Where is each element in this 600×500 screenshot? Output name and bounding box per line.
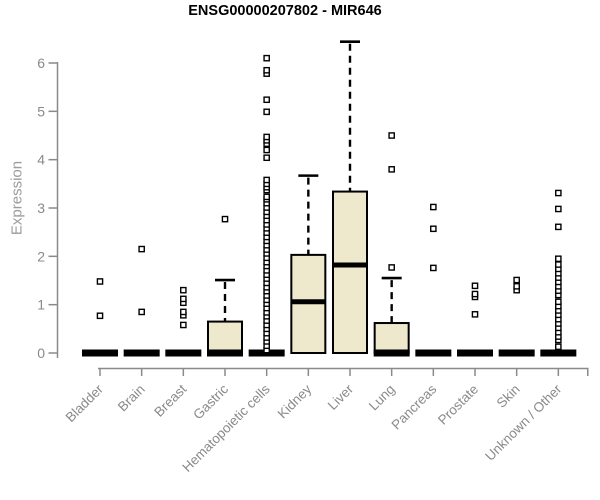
outlier-marker-lung (388, 132, 395, 139)
y-axis-title: Expression (8, 160, 26, 236)
outlier-marker-unknown-other (555, 298, 562, 306)
x-axis-label-pancreas: Pancreas (389, 381, 440, 432)
outlier-marker-hematopoietic-cells (263, 146, 270, 154)
outlier-marker-pancreas (430, 225, 437, 233)
outlier-marker-hematopoietic-cells (263, 108, 270, 116)
collapsed-box-bladder (82, 349, 118, 357)
x-axis-label-skin: Skin (494, 382, 523, 411)
y-axis-tick-label: 1 (37, 297, 45, 313)
outlier-marker-unknown-other (555, 223, 562, 231)
outlier-marker-hematopoietic-cells (263, 193, 270, 201)
outlier-marker-bladder (96, 312, 104, 320)
outlier-marker-brain (138, 245, 145, 253)
outlier-marker-lung (388, 166, 395, 173)
outlier-marker-breast (180, 286, 187, 294)
outlier-marker-skin (513, 276, 520, 284)
collapsed-box-pancreas (415, 349, 452, 357)
outlier-marker-breast (180, 295, 187, 303)
x-axis-label-prostate: Prostate (435, 382, 481, 428)
y-axis-tick-label: 4 (37, 152, 45, 168)
x-axis-label-unknown-other: Unknown / Other (482, 381, 565, 464)
outlier-marker-pancreas (430, 203, 437, 211)
y-axis-tick-label: 6 (37, 55, 45, 71)
outlier-marker-hematopoietic-cells (263, 66, 270, 74)
x-axis-label-bladder: Bladder (63, 381, 107, 425)
outlier-marker-hematopoietic-cells (263, 54, 270, 62)
outlier-marker-hematopoietic-cells (263, 96, 270, 104)
collapsed-box-skin (498, 349, 535, 357)
chart-title: ENSG00000207802 - MIR646 (188, 3, 382, 19)
outlier-marker-lung (388, 264, 395, 271)
outlier-marker-unknown-other (555, 205, 562, 213)
outlier-marker-breast (180, 308, 187, 316)
x-axis-label-breast: Breast (151, 381, 189, 419)
outlier-marker-unknown-other (555, 261, 562, 268)
x-axis-label-brain: Brain (115, 382, 148, 415)
collapsed-box-prostate (457, 349, 494, 357)
box-liver (332, 190, 369, 354)
outlier-marker-breast (180, 321, 187, 329)
outlier-marker-gastric (221, 215, 229, 223)
y-axis-tick-label: 2 (37, 248, 45, 264)
median-line-lung (373, 349, 410, 357)
x-axis-label-kidney: Kidney (275, 381, 315, 421)
outlier-marker-brain (138, 308, 145, 316)
outlier-marker-prostate (471, 311, 479, 318)
collapsed-box-unknown-other (540, 349, 577, 357)
outlier-marker-unknown-other (555, 189, 562, 197)
outlier-marker-skin (513, 283, 520, 290)
outlier-marker-hematopoietic-cells (263, 176, 270, 184)
x-axis-label-liver: Liver (325, 381, 357, 413)
outlier-marker-unknown-other (555, 343, 562, 351)
box-lung (373, 322, 410, 354)
outlier-marker-prostate (471, 282, 479, 290)
collapsed-box-brain (123, 349, 160, 357)
outlier-marker-prostate (471, 290, 479, 298)
outlier-marker-hematopoietic-cells (263, 154, 270, 162)
box-gastric (207, 320, 244, 355)
x-axis-label-gastric: Gastric (190, 381, 231, 422)
outlier-marker-unknown-other (555, 255, 562, 263)
outlier-marker-pancreas (430, 264, 437, 272)
collapsed-box-breast (165, 349, 202, 357)
median-line-gastric (207, 349, 244, 357)
outlier-marker-hematopoietic-cells (263, 133, 270, 141)
outlier-marker-bladder (96, 278, 104, 285)
y-axis-tick-label: 5 (37, 103, 45, 119)
y-axis-tick-label: 0 (37, 345, 45, 361)
y-axis-tick-label: 3 (37, 200, 45, 216)
x-axis-label-lung: Lung (366, 382, 398, 414)
